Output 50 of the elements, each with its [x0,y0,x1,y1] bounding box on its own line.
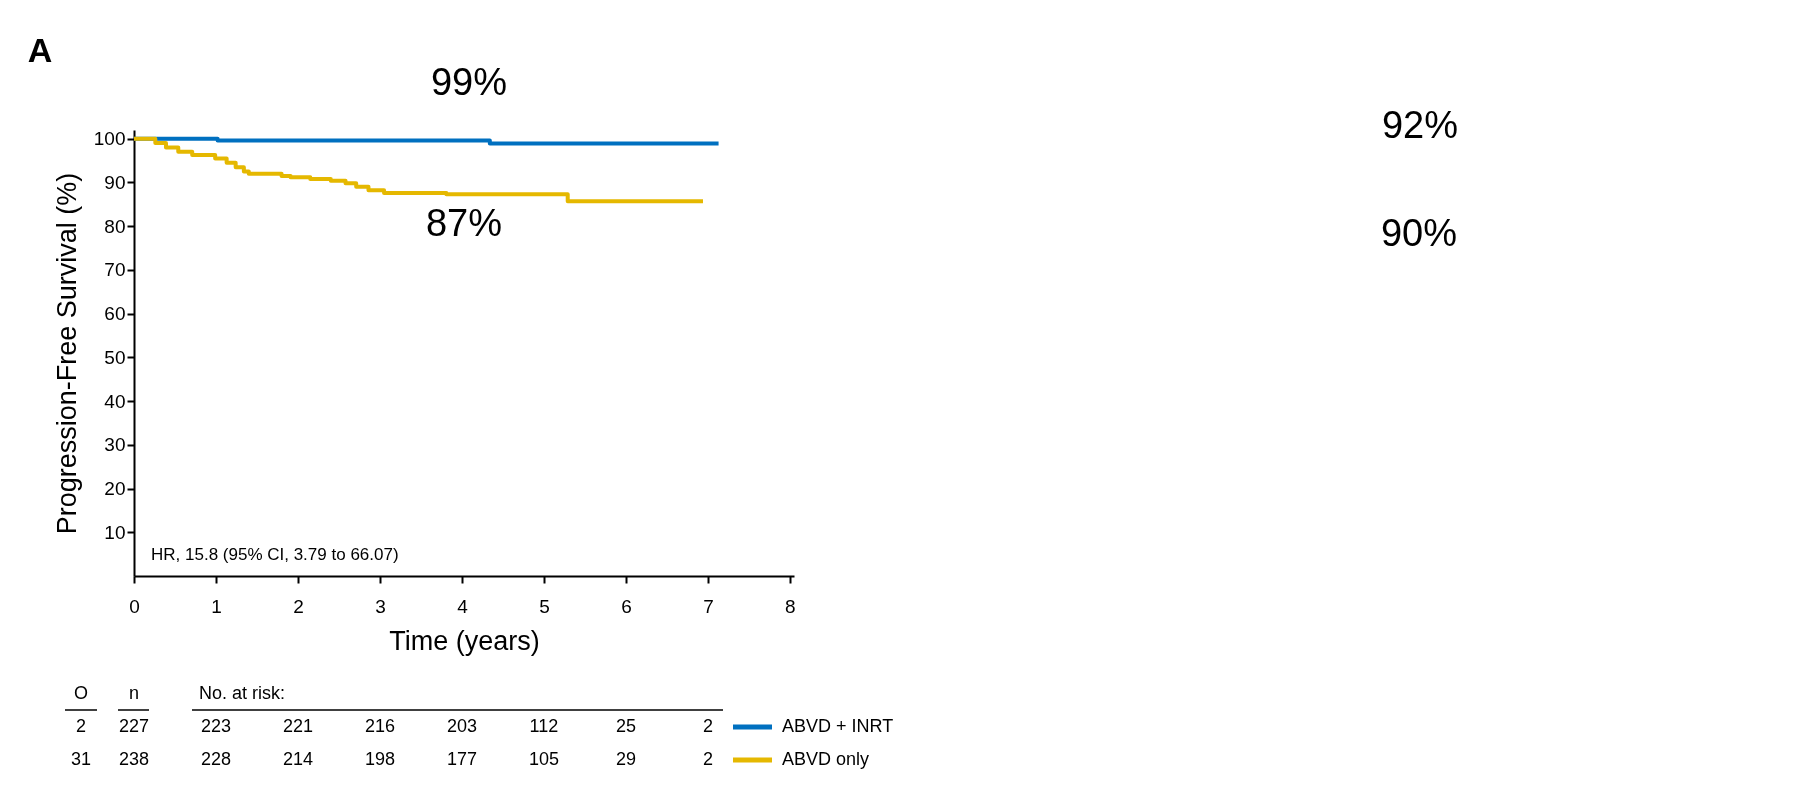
y-tick-label: 50 [104,346,126,368]
y-tick-label: 30 [104,434,126,456]
text: 2 [702,749,713,769]
text: 25 [615,716,636,736]
x-tick-label: 3 [375,595,386,617]
x-tick-label: 5 [539,595,550,617]
text: 238 [118,749,150,769]
annotation: 87% [425,202,503,244]
annotation: HR, 15.8 (95% CI, 3.79 to 66.07) [151,545,399,564]
text: 2 [702,716,713,736]
text: 203 [446,716,477,736]
y-tick-label: 80 [104,215,126,237]
y-axis-title: Progression-Free Survival (%) [51,172,82,535]
text: 198 [364,749,395,769]
text: 29 [615,749,636,769]
y-tick-label: 90 [104,171,126,193]
y-tick-label: 60 [104,303,126,325]
text: 90% [1380,212,1458,254]
text: O [73,683,89,703]
text: 112 [529,716,559,736]
text: 214 [282,749,313,769]
text: 31 [70,749,92,769]
x-tick-label: 7 [703,595,714,617]
text: 99% [430,61,508,103]
x-tick-label: 8 [785,595,796,617]
legend-label: ABVD only [782,749,870,769]
legend-label: ABVD + INRT [782,716,894,736]
text: 221 [282,716,313,736]
text: 227 [118,716,150,736]
y-tick-label: 70 [104,259,126,281]
x-tick-label: 2 [293,595,304,617]
text: 228 [200,749,232,769]
y-tick-label: 10 [104,521,126,543]
text: n [128,683,140,703]
x-axis-title: Time (years) [389,625,540,656]
x-tick-label: 6 [621,595,632,617]
y-tick-label: 40 [104,390,126,412]
y-tick-label: 100 [93,128,126,150]
text: 177 [446,749,477,769]
x-tick-label: 1 [211,595,222,617]
text: 105 [528,749,559,769]
y-tick-label: 20 [104,478,126,500]
x-tick-label: 4 [457,595,469,617]
x-tick-label: 0 [129,595,140,617]
chart-title: A [27,31,53,69]
text: No. at risk: [199,683,286,703]
text: 92% [1381,104,1459,146]
text: 216 [364,716,395,736]
text: 2 [75,716,87,736]
text: 223 [200,716,232,736]
